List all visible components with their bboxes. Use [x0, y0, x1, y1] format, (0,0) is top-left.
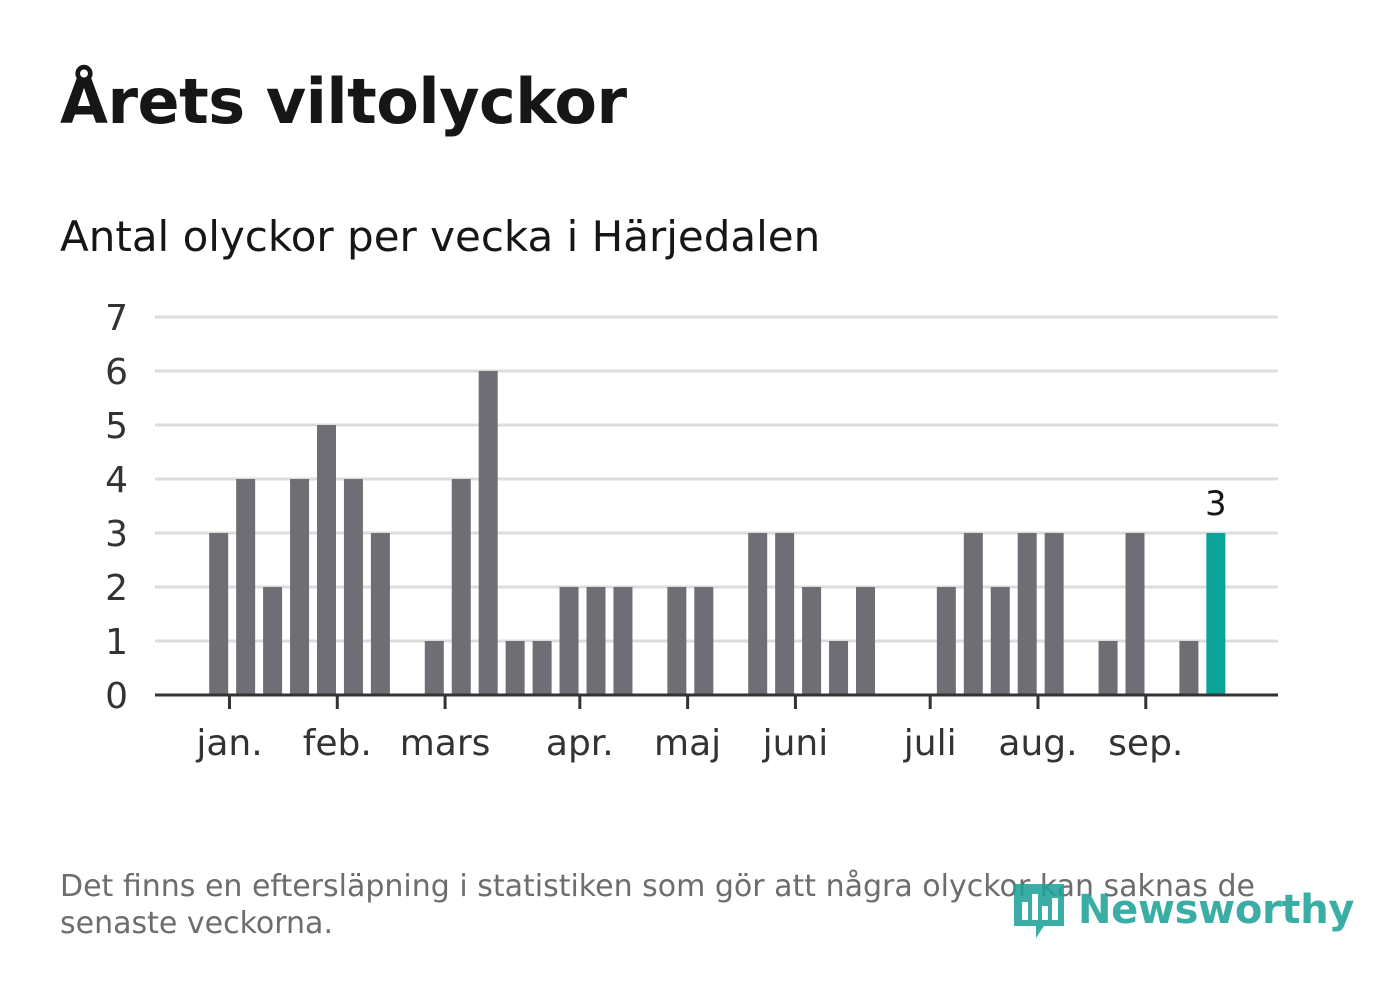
bar-week-26 [829, 641, 849, 695]
bar-chart: 0 1 2 3 4 5 6 7 jan. feb. mars apr. maj juni juli aug.… [105, 298, 1278, 764]
y-tick-label-1: 1 [105, 622, 128, 663]
bar-week-9 [370, 533, 390, 695]
bar-week-17 [586, 587, 606, 695]
chart-title: Årets viltolyckor [60, 65, 627, 138]
y-tick-label-3: 3 [105, 514, 128, 555]
bar-week-7 [317, 425, 336, 695]
x-tick-label-maj: maj [654, 723, 721, 764]
bar-week-30 [936, 587, 956, 695]
newsworthy-logo[interactable]: Newsworthy [1010, 876, 1355, 944]
x-tick-label-aug: aug. [998, 723, 1077, 764]
bar-week-39 [1179, 641, 1199, 695]
y-tick-label-4: 4 [105, 460, 128, 501]
bar-week-4 [236, 479, 256, 695]
gridlines [155, 315, 1278, 643]
y-tick-label-6: 6 [105, 352, 128, 393]
bar-week-37 [1125, 533, 1145, 695]
y-tick-label-5: 5 [105, 406, 128, 447]
bar-week-34 [1044, 533, 1064, 695]
x-tick-label-juli: juli [903, 723, 957, 764]
bar-week-24 [775, 533, 795, 695]
bar-week-16 [559, 587, 579, 695]
bar-week-25 [802, 587, 822, 695]
bar-week-11 [424, 641, 444, 695]
x-tick-label-feb: feb. [303, 723, 372, 764]
bar-week-33 [1017, 533, 1037, 695]
bar-week-6 [290, 479, 310, 695]
newsworthy-logo-text: Newsworthy [1078, 887, 1355, 933]
data-label-highlight: 3 [1205, 484, 1227, 524]
data-labels: 3 [1205, 484, 1227, 524]
x-tick-label-juni: juni [762, 723, 829, 764]
x-tick-label-apr: apr. [546, 723, 614, 764]
bar-week-31 [963, 533, 983, 695]
bar-week-3 [209, 533, 229, 695]
bar-week-12 [451, 479, 471, 695]
bar-week-36 [1098, 641, 1118, 695]
bar-week-14 [505, 641, 525, 695]
y-axis-tick-labels: 0 1 2 3 4 5 6 7 [105, 298, 128, 717]
chart-subtitle: Antal olyckor per vecka i Härjedalen [60, 212, 821, 261]
bar-week-40 [1206, 533, 1226, 695]
bar-week-5 [263, 587, 283, 695]
bar-week-21 [694, 587, 714, 695]
bars [209, 371, 1226, 695]
y-tick-label-7: 7 [105, 298, 128, 339]
x-tick-label-jan: jan. [195, 723, 262, 764]
x-tick-label-mars: mars [400, 723, 491, 764]
bar-week-23 [748, 533, 768, 695]
x-axis [155, 693, 1278, 709]
bar-week-13 [478, 371, 498, 695]
bar-week-32 [990, 587, 1010, 695]
y-tick-label-2: 2 [105, 568, 128, 609]
bar-week-8 [343, 479, 363, 695]
x-axis-tick-labels: jan. feb. mars apr. maj juni juli aug. sep. [195, 723, 1183, 764]
bar-week-20 [667, 587, 687, 695]
newsworthy-logo-icon [1014, 884, 1064, 938]
y-tick-label-0: 0 [105, 676, 128, 717]
bar-week-18 [613, 587, 633, 695]
bar-week-27 [856, 587, 875, 695]
bar-week-15 [532, 641, 552, 695]
x-tick-label-sep: sep. [1108, 723, 1183, 764]
